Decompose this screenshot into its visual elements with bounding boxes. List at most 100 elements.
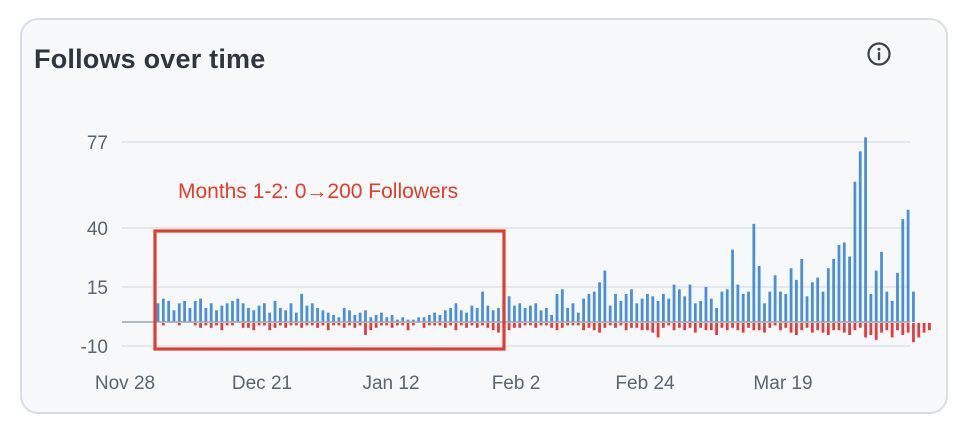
bar-follows: [465, 312, 468, 322]
bar-follows: [231, 300, 234, 322]
bar-follows: [693, 303, 697, 322]
bar-unfollows: [305, 323, 309, 326]
bar-unfollows: [486, 323, 490, 328]
bar-unfollows: [608, 323, 612, 326]
bar-follows: [183, 300, 186, 322]
bar-follows: [587, 293, 591, 322]
bar-unfollows: [805, 323, 809, 328]
bar-unfollows: [901, 323, 905, 335]
bar-follows: [890, 300, 894, 322]
bar-follows: [555, 293, 559, 322]
bar-follows: [433, 312, 437, 322]
bar-unfollows: [757, 323, 761, 331]
bar-follows: [688, 284, 692, 322]
bar-unfollows: [385, 323, 389, 326]
bar-unfollows: [571, 323, 575, 326]
bar-unfollows: [247, 323, 250, 328]
bar-unfollows: [560, 323, 564, 328]
bar-follows: [901, 219, 905, 322]
bar-follows: [848, 256, 851, 322]
bar-follows: [337, 317, 341, 322]
bar-unfollows: [672, 323, 676, 331]
bar-unfollows: [667, 323, 671, 326]
bar-unfollows: [853, 323, 857, 331]
bar-unfollows: [199, 323, 202, 328]
bar-unfollows: [390, 323, 394, 328]
bar-follows: [821, 291, 825, 322]
bar-unfollows: [656, 323, 660, 338]
bar-unfollows: [832, 323, 836, 331]
bar-follows: [736, 284, 740, 322]
bar-follows: [427, 314, 431, 322]
bar-unfollows: [433, 323, 437, 326]
bar-unfollows: [880, 323, 883, 333]
bar-unfollows: [294, 323, 298, 326]
bar-unfollows: [380, 323, 383, 326]
bar-follows: [640, 298, 644, 322]
bar-unfollows: [427, 323, 431, 326]
bar-unfollows: [858, 323, 862, 328]
bar-follows: [491, 310, 495, 322]
bar-unfollows: [342, 323, 346, 328]
bar-follows: [348, 310, 351, 322]
bar-unfollows: [731, 323, 734, 328]
bar-unfollows: [497, 323, 500, 333]
bar-unfollows: [624, 323, 628, 331]
bar-unfollows: [231, 323, 234, 326]
bar-follows: [454, 303, 458, 322]
bar-unfollows: [454, 323, 458, 331]
bar-unfollows: [534, 323, 538, 328]
x-tick-label: Feb 2: [492, 373, 541, 394]
bar-unfollows: [800, 323, 804, 331]
info-circle-icon[interactable]: [866, 41, 892, 67]
x-tick-label: Nov 28: [95, 373, 155, 394]
bar-follows: [779, 291, 782, 322]
bar-follows: [294, 312, 298, 322]
bar-follows: [188, 307, 192, 322]
bar-follows: [598, 282, 601, 322]
bar-follows: [534, 303, 538, 322]
bar-unfollows: [768, 323, 772, 328]
bar-unfollows: [438, 323, 442, 326]
annotation-box: [153, 229, 506, 351]
bar-unfollows: [646, 323, 649, 331]
bar-follows: [614, 293, 617, 322]
bar-follows: [177, 303, 181, 322]
bar-unfollows: [826, 323, 830, 335]
bar-unfollows: [241, 323, 245, 328]
bar-follows: [773, 275, 777, 322]
bar-unfollows: [651, 323, 655, 333]
bar-unfollows: [220, 323, 224, 331]
x-tick-label: Mar 19: [753, 373, 812, 394]
bar-unfollows: [481, 323, 484, 326]
bar-follows: [592, 291, 596, 322]
bar-follows: [630, 289, 633, 322]
bar-unfollows: [177, 323, 181, 326]
bar-follows: [608, 305, 612, 322]
bar-unfollows: [507, 323, 511, 331]
bar-follows: [566, 307, 570, 322]
bar-follows: [709, 298, 713, 322]
bar-unfollows: [576, 323, 580, 326]
bar-follows: [624, 293, 628, 322]
bar-unfollows: [555, 323, 559, 331]
bar-follows: [837, 244, 841, 322]
x-tick-label: Dec 21: [232, 373, 292, 394]
bar-follows: [544, 307, 548, 322]
y-tick-label: 40: [87, 219, 108, 240]
bar-follows: [662, 293, 665, 322]
bar-unfollows: [587, 323, 591, 328]
bar-unfollows: [475, 323, 479, 328]
bar-unfollows: [688, 323, 692, 328]
bar-unfollows: [693, 323, 697, 333]
bar-unfollows: [273, 323, 277, 328]
bar-follows: [385, 317, 389, 322]
bar-unfollows: [779, 323, 782, 331]
bar-unfollows: [864, 323, 867, 338]
bar-follows: [321, 310, 325, 322]
bar-follows: [635, 303, 639, 322]
bar-follows: [257, 305, 261, 322]
bar-unfollows: [917, 323, 921, 338]
bar-follows: [805, 296, 809, 322]
bar-unfollows: [741, 323, 745, 333]
